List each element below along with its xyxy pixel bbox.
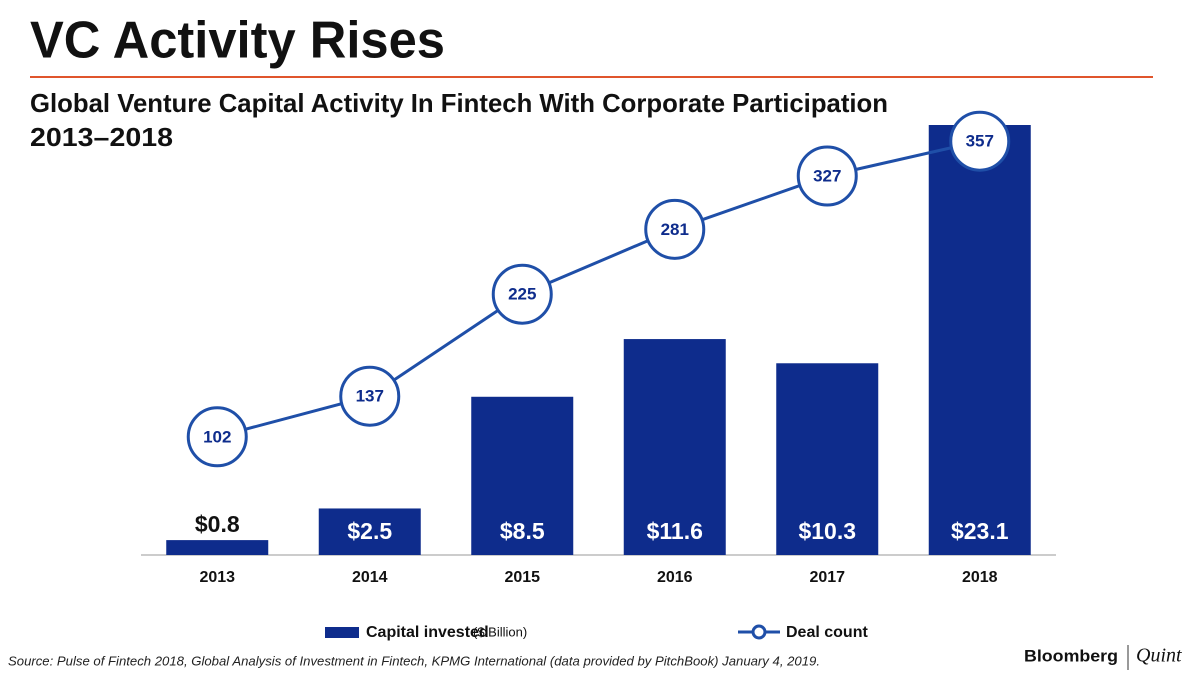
x-tick-label: 2017 xyxy=(809,569,845,586)
legend-label: Capital invested xyxy=(366,624,489,641)
brand: Bloomberg xyxy=(1024,646,1118,665)
chart-subtitle: Global Venture Capital Activity In Finte… xyxy=(30,88,888,118)
bar-value-label: $23.1 xyxy=(951,518,1009,544)
bar xyxy=(318,508,421,555)
x-tick-label: 2016 xyxy=(657,569,693,586)
line-value-label: 137 xyxy=(356,387,384,406)
legend-swatch xyxy=(325,627,359,638)
legend-label: Deal count xyxy=(786,624,868,641)
line-marker xyxy=(491,263,553,325)
line-marker xyxy=(949,110,1011,172)
legend-swatch xyxy=(751,624,767,640)
bar-value-label: $0.8 xyxy=(195,511,240,537)
x-tick-label: 2015 xyxy=(504,569,540,586)
line-value-label: 281 xyxy=(661,220,689,239)
line-marker xyxy=(796,145,858,207)
bar xyxy=(471,396,574,555)
line-marker xyxy=(339,365,401,427)
chart-subtitle: 2013–2018 xyxy=(30,122,173,152)
bar-value-label: $8.5 xyxy=(500,518,545,544)
chart-title: VC Activity Rises xyxy=(30,12,445,70)
bar xyxy=(166,540,269,555)
legend-unit: ($ Billion) xyxy=(473,624,527,639)
line-value-label: 102 xyxy=(203,427,231,446)
source-note: Source: Pulse of Fintech 2018, Global An… xyxy=(8,653,820,668)
bar xyxy=(928,125,1031,555)
bar-value-label: $2.5 xyxy=(347,518,392,544)
line-marker xyxy=(186,406,248,468)
line-marker xyxy=(644,198,706,260)
bar xyxy=(623,339,726,555)
line-value-label: 357 xyxy=(966,132,994,151)
x-tick-label: 2018 xyxy=(962,569,998,586)
bar-value-label: $10.3 xyxy=(798,518,856,544)
x-tick-label: 2014 xyxy=(352,569,388,586)
bar xyxy=(776,363,879,555)
bar-value-label: $11.6 xyxy=(647,518,703,544)
brand: Quint xyxy=(1136,645,1182,667)
line-value-label: 327 xyxy=(813,166,841,185)
line-value-label: 225 xyxy=(508,285,536,304)
x-tick-label: 2013 xyxy=(199,569,235,586)
